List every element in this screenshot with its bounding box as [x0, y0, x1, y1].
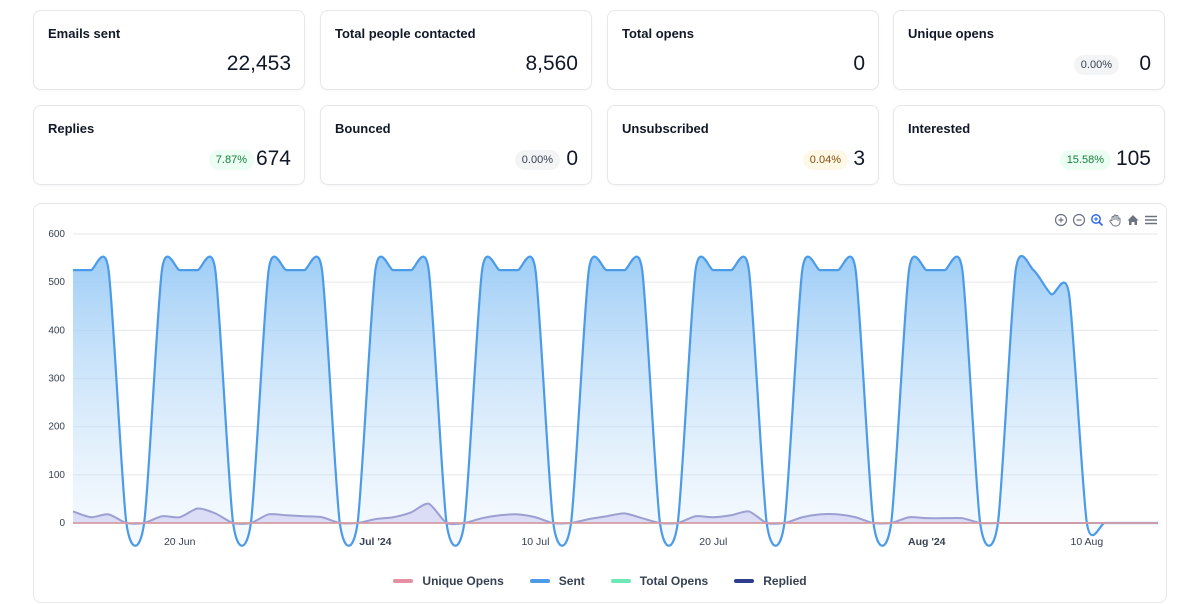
legend-label: Sent — [558, 574, 585, 588]
x-tick-label: 10 Aug — [1071, 536, 1104, 548]
legend-label: Unique Opens — [422, 574, 504, 588]
pan-icon[interactable] — [1107, 212, 1122, 227]
activity-chart[interactable]: 0 100 200 300 400 500 600 20 Jun Jul '24 10 Jul 20… — [34, 204, 1168, 604]
stat-title: Bounced — [335, 121, 391, 136]
stat-card-total-people-contacted: Total people contacted 8,560 — [320, 10, 592, 90]
stat-value: 0 — [1139, 52, 1151, 75]
stat-value: 0 — [853, 52, 865, 75]
chart-toolbar — [1053, 212, 1158, 227]
stat-title: Total opens — [622, 26, 694, 41]
activity-chart-panel: 0 100 200 300 400 500 600 20 Jun Jul '24 10 Jul 20… — [33, 203, 1167, 603]
reset-home-icon[interactable] — [1125, 212, 1140, 227]
x-tick-label: 10 Jul — [521, 536, 549, 548]
legend-item-unique-opens[interactable]: Unique Opens — [393, 574, 504, 588]
legend-swatch — [610, 579, 631, 583]
menu-icon[interactable] — [1143, 212, 1158, 227]
y-tick-label: 500 — [48, 277, 65, 288]
stat-title: Emails sent — [48, 26, 121, 41]
legend-item-total-opens[interactable]: Total Opens — [610, 574, 709, 588]
stat-card-interested: Interested 15.58% 105 — [893, 105, 1165, 185]
stat-title: Total people contacted — [335, 26, 476, 41]
stat-title: Interested — [908, 121, 971, 136]
y-tick-label: 100 — [48, 470, 65, 481]
x-tick-label: Jul '24 — [359, 536, 391, 548]
chart-legend: Unique Opens Sent Total Opens Replied — [34, 574, 1166, 588]
replied-area — [73, 503, 1158, 525]
sent-area — [73, 255, 1158, 546]
stat-card-total-opens: Total opens 0 — [607, 10, 879, 90]
x-tick-label: 20 Jul — [699, 536, 727, 548]
legend-label: Total Opens — [639, 574, 709, 588]
legend-swatch — [529, 579, 550, 583]
y-tick-label: 0 — [59, 518, 65, 529]
stat-value: 0 — [566, 147, 578, 170]
stat-value: 105 — [1115, 147, 1151, 170]
y-tick-label: 200 — [48, 422, 65, 433]
legend-label: Replied — [763, 574, 807, 588]
legend-swatch — [393, 579, 414, 583]
legend-item-replied[interactable]: Replied — [734, 574, 807, 588]
stat-value: 8,560 — [525, 52, 578, 75]
stat-card-replies: Replies 7.87% 674 — [33, 105, 305, 185]
legend-item-sent[interactable]: Sent — [529, 574, 585, 588]
y-tick-label: 400 — [48, 325, 65, 336]
stat-title: Unsubscribed — [622, 121, 709, 136]
zoom-in-icon[interactable] — [1053, 212, 1068, 227]
stat-card-bounced: Bounced 0.00% 0 — [320, 105, 592, 185]
x-tick-label: 20 Jun — [164, 536, 196, 548]
stat-title: Unique opens — [908, 26, 994, 41]
x-tick-label: Aug '24 — [908, 536, 946, 548]
y-tick-label: 600 — [48, 229, 65, 240]
stat-percent-badge: 15.58% — [1059, 150, 1111, 170]
stat-percent-badge: 0.00% — [1073, 55, 1119, 75]
stat-percent-badge: 0.04% — [802, 150, 848, 170]
legend-swatch — [734, 579, 755, 583]
y-tick-label: 300 — [48, 374, 65, 385]
stat-percent-badge: 0.00% — [514, 150, 560, 170]
stat-percent-badge: 7.87% — [208, 150, 254, 170]
stat-card-unique-opens: Unique opens 0.00% 0 — [893, 10, 1165, 90]
stat-card-emails-sent: Emails sent 22,453 — [33, 10, 305, 90]
stat-value: 22,453 — [226, 52, 291, 75]
stat-value: 674 — [255, 147, 291, 170]
zoom-out-icon[interactable] — [1071, 212, 1086, 227]
selection-zoom-icon[interactable] — [1089, 212, 1104, 227]
stat-title: Replies — [48, 121, 95, 136]
stat-card-unsubscribed: Unsubscribed 0.04% 3 — [607, 105, 879, 185]
stat-value: 3 — [853, 147, 865, 170]
sent-line — [73, 254, 1158, 547]
